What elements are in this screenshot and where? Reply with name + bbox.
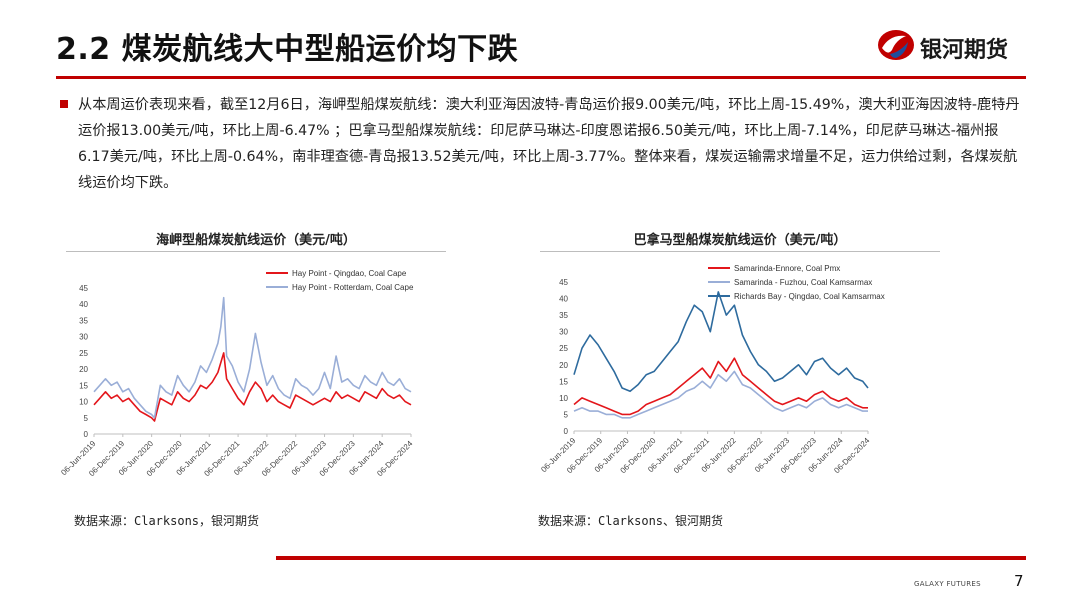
legend-label-0: Hay Point - Qingdao, Coal Cape (292, 269, 407, 278)
series-line-0 (93, 352, 412, 422)
y-tick-label: 15 (79, 381, 88, 390)
series-line-1 (573, 370, 868, 419)
y-tick-label: 15 (559, 377, 568, 386)
y-tick-label: 10 (79, 398, 88, 407)
chart-title-cape: 海岬型船煤炭航线运价（美元/吨） (156, 233, 356, 248)
bullet-marker (60, 100, 68, 108)
y-tick-label: 30 (559, 328, 568, 337)
y-tick-label: 0 (564, 427, 569, 436)
y-tick-label: 30 (79, 333, 88, 342)
chart-divider-cape (66, 251, 446, 252)
y-tick-label: 5 (564, 410, 569, 419)
y-tick-label: 20 (79, 365, 88, 374)
y-tick-label: 20 (559, 361, 568, 370)
source-note-panamax: 数据来源：Clarksons、银河期货 (538, 514, 724, 528)
y-tick-label: 45 (559, 278, 568, 287)
y-tick-label: 35 (559, 311, 568, 320)
slide-title: 2.2 煤炭航线大中型船运价均下跌 (56, 32, 519, 67)
legend-label-0: Samarinda-Ennore, Coal Pmx (734, 264, 840, 273)
footer-rule (276, 556, 1026, 560)
cape-freight-chart: 05101520253035404506-Jun-201906-Dec-2019… (59, 269, 415, 478)
source-note-cape: 数据来源：Clarksons，银河期货 (74, 514, 260, 528)
y-tick-label: 10 (559, 394, 568, 403)
footer-brand: GALAXY FUTURES (914, 580, 981, 588)
header-rule (56, 76, 1026, 79)
series-line-2 (573, 291, 869, 393)
y-tick-label: 35 (79, 316, 88, 325)
series-line-1 (93, 296, 412, 419)
legend-label-1: Samarinda - Fuzhou, Coal Kamsarmax (734, 278, 872, 287)
y-tick-label: 40 (559, 295, 568, 304)
series-line-0 (573, 357, 868, 416)
panamax-freight-chart: 05101520253035404506-Jun-201906-Dec-2019… (539, 264, 885, 475)
chart-divider-panamax (540, 251, 940, 252)
galaxy-futures-logo: 银河期货 (876, 28, 1026, 68)
page-number: 7 (1014, 572, 1024, 590)
logo-text: 银河期货 (920, 38, 1009, 63)
y-tick-label: 40 (79, 300, 88, 309)
y-tick-label: 25 (79, 349, 88, 358)
y-tick-label: 45 (79, 284, 88, 293)
logo-mark-icon (878, 30, 914, 60)
legend-label-2: Richards Bay - Qingdao, Coal Kamsarmax (734, 292, 885, 301)
y-tick-label: 5 (84, 414, 89, 423)
chart-title-panamax: 巴拿马型船煤炭航线运价（美元/吨） (633, 233, 847, 248)
legend-label-1: Hay Point - Rotterdam, Coal Cape (292, 283, 414, 292)
summary-paragraph: 从本周运价表现来看，截至12月6日，海岬型船煤炭航线：澳大利亚海因波特-青岛运价… (78, 97, 1020, 191)
y-tick-label: 25 (559, 344, 568, 353)
y-tick-label: 0 (84, 430, 89, 439)
